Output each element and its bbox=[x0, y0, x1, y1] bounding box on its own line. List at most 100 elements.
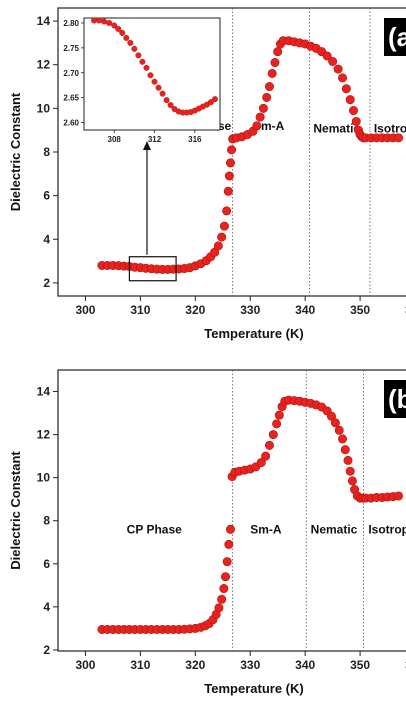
inset-y-tick-label: 2.80 bbox=[63, 19, 79, 28]
data-point bbox=[322, 51, 332, 61]
x-tick-label: 330 bbox=[240, 658, 260, 672]
data-point bbox=[219, 584, 229, 594]
data-point bbox=[221, 572, 231, 582]
phase-label: Isotropic bbox=[368, 523, 406, 537]
inset-data-point bbox=[147, 72, 154, 79]
data-point bbox=[351, 116, 361, 126]
data-point bbox=[217, 594, 227, 604]
data-point bbox=[217, 232, 227, 242]
data-point bbox=[256, 458, 266, 468]
data-point bbox=[258, 103, 268, 113]
phase-label: Nematic bbox=[313, 121, 360, 135]
inset-data-point bbox=[151, 78, 158, 85]
y-axis-title: Dielectric Constant bbox=[8, 451, 23, 570]
inset-data-point bbox=[139, 58, 146, 65]
x-tick-label: 300 bbox=[75, 303, 95, 317]
data-point bbox=[267, 68, 277, 78]
data-point bbox=[210, 247, 220, 257]
data-point bbox=[222, 206, 232, 216]
inset-data-point bbox=[207, 99, 214, 106]
inset-data-point bbox=[91, 17, 98, 24]
inset-data-point bbox=[155, 84, 162, 91]
data-point bbox=[264, 440, 274, 450]
y-tick-label: 14 bbox=[37, 14, 51, 28]
y-tick-label: 8 bbox=[43, 145, 50, 159]
x-tick-label: 320 bbox=[185, 303, 205, 317]
data-point bbox=[328, 56, 338, 66]
inset-y-tick-label: 2.75 bbox=[63, 44, 79, 53]
inset-data-point bbox=[101, 18, 108, 25]
inset-data-point bbox=[167, 102, 174, 109]
x-tick-label: 360 bbox=[405, 303, 406, 317]
zoom-arrowhead bbox=[142, 141, 151, 150]
panel-label: (b) bbox=[388, 384, 406, 414]
data-point bbox=[270, 58, 280, 68]
y-tick-label: 12 bbox=[37, 428, 51, 442]
data-point bbox=[340, 445, 350, 455]
panel-label-badge bbox=[384, 18, 406, 56]
y-tick-label: 4 bbox=[43, 232, 50, 246]
panel-a-chart: 300 310 320 330 340 350 360 2 4 6 8 10 12 14 Temperatu… bbox=[8, 7, 406, 341]
y-tick-label: 10 bbox=[37, 471, 51, 485]
data-point bbox=[214, 603, 224, 613]
data-point bbox=[330, 418, 340, 428]
inset-data-point bbox=[119, 29, 126, 36]
inset-x-tick-label: 312 bbox=[148, 135, 162, 144]
inset-data-point bbox=[127, 39, 134, 46]
inset-data-point bbox=[111, 22, 118, 29]
data-point bbox=[394, 491, 404, 501]
data-point bbox=[348, 106, 358, 116]
data-point bbox=[224, 539, 234, 549]
data-point bbox=[261, 451, 271, 461]
y-tick-label: 4 bbox=[43, 600, 50, 614]
inset-y-tick-label: 2.60 bbox=[63, 119, 79, 128]
x-tick-label: 350 bbox=[350, 658, 370, 672]
data-point bbox=[273, 47, 283, 57]
data-point bbox=[345, 466, 355, 476]
x-axis-title: Temperature (K) bbox=[204, 681, 303, 696]
x-tick-label: 310 bbox=[130, 303, 150, 317]
x-tick-label: 340 bbox=[295, 303, 315, 317]
x-tick-label: 340 bbox=[295, 658, 315, 672]
x-axis-title: Temperature (K) bbox=[204, 326, 303, 341]
phase-label: CP Phase bbox=[127, 523, 182, 537]
y-tick-label: 12 bbox=[37, 58, 51, 72]
x-tick-label: 350 bbox=[350, 303, 370, 317]
inset-data-point bbox=[135, 52, 142, 59]
data-point bbox=[274, 410, 284, 420]
data-point bbox=[347, 476, 357, 486]
inset-data-point bbox=[143, 64, 150, 71]
inset-data-point bbox=[106, 19, 113, 26]
inset-data-point bbox=[163, 97, 170, 104]
x-tick-label: 320 bbox=[185, 658, 205, 672]
data-point bbox=[227, 145, 237, 155]
data-point bbox=[225, 524, 235, 534]
y-tick-label: 10 bbox=[37, 101, 51, 115]
plot-frame bbox=[57, 369, 406, 652]
data-point bbox=[333, 64, 343, 74]
x-tick-label: 310 bbox=[130, 658, 150, 672]
panel-label-badge bbox=[384, 380, 406, 418]
y-tick-label: 6 bbox=[43, 557, 50, 571]
inset-y-tick-label: 2.65 bbox=[63, 94, 79, 103]
data-point bbox=[343, 455, 353, 465]
inset-data-point bbox=[123, 34, 130, 41]
data-point bbox=[262, 92, 272, 102]
data-point bbox=[345, 95, 355, 105]
data-point bbox=[338, 73, 348, 83]
phase-label: Sm-A bbox=[250, 523, 282, 537]
x-tick-label: 360 bbox=[405, 658, 406, 672]
inset-data-point bbox=[211, 96, 218, 103]
y-tick-label: 14 bbox=[37, 385, 51, 399]
phase-label: Nematic bbox=[311, 523, 358, 537]
panel-b-chart: 300 310 320 330 340 350 360 2 4 6 8 10 12 14 Temperatu… bbox=[8, 369, 406, 696]
inset-data-point bbox=[96, 17, 103, 24]
phase-label: Isotropic bbox=[374, 121, 406, 135]
y-axis-title: Dielectric Constant bbox=[8, 92, 23, 211]
y-tick-label: 2 bbox=[43, 276, 50, 290]
data-point bbox=[223, 186, 233, 196]
data-point bbox=[394, 133, 404, 143]
data-point bbox=[264, 82, 274, 92]
data-point bbox=[334, 425, 344, 435]
